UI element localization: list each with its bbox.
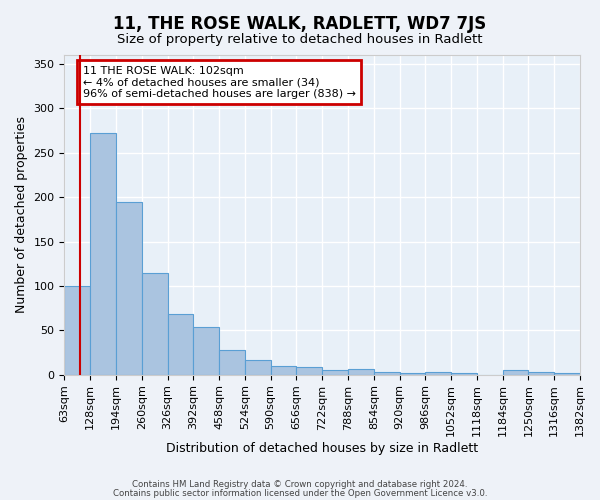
Y-axis label: Number of detached properties: Number of detached properties — [15, 116, 28, 314]
Text: 11, THE ROSE WALK, RADLETT, WD7 7JS: 11, THE ROSE WALK, RADLETT, WD7 7JS — [113, 15, 487, 33]
Bar — [142, 272, 167, 374]
Bar — [425, 372, 451, 374]
Text: 11 THE ROSE WALK: 102sqm
← 4% of detached houses are smaller (34)
96% of semi-de: 11 THE ROSE WALK: 102sqm ← 4% of detache… — [83, 66, 356, 99]
Text: Contains public sector information licensed under the Open Government Licence v3: Contains public sector information licen… — [113, 489, 487, 498]
Bar — [348, 370, 374, 374]
Bar — [116, 202, 142, 374]
Bar — [529, 372, 554, 374]
X-axis label: Distribution of detached houses by size in Radlett: Distribution of detached houses by size … — [166, 442, 478, 455]
Bar — [296, 366, 322, 374]
Bar — [167, 314, 193, 374]
Bar — [245, 360, 271, 374]
Bar — [64, 286, 90, 374]
Bar — [451, 373, 477, 374]
Bar — [193, 327, 219, 374]
Bar — [374, 372, 400, 374]
Bar — [503, 370, 529, 374]
Bar — [554, 373, 580, 374]
Text: Size of property relative to detached houses in Radlett: Size of property relative to detached ho… — [117, 32, 483, 46]
Bar — [90, 133, 116, 374]
Bar — [400, 373, 425, 374]
Text: Contains HM Land Registry data © Crown copyright and database right 2024.: Contains HM Land Registry data © Crown c… — [132, 480, 468, 489]
Bar — [322, 370, 348, 374]
Bar — [271, 366, 296, 374]
Bar — [219, 350, 245, 374]
